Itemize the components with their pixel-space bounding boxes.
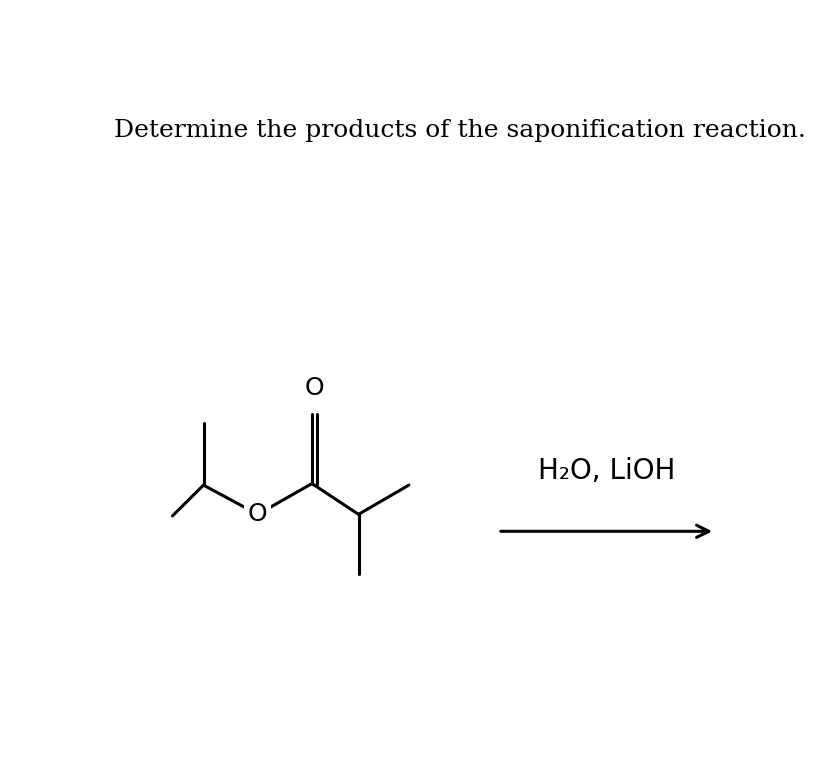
Text: O: O <box>248 502 268 527</box>
Text: O: O <box>305 377 325 400</box>
Text: Determine the products of the saponification reaction.: Determine the products of the saponifica… <box>114 119 806 142</box>
Text: H₂O, LiOH: H₂O, LiOH <box>538 457 675 485</box>
